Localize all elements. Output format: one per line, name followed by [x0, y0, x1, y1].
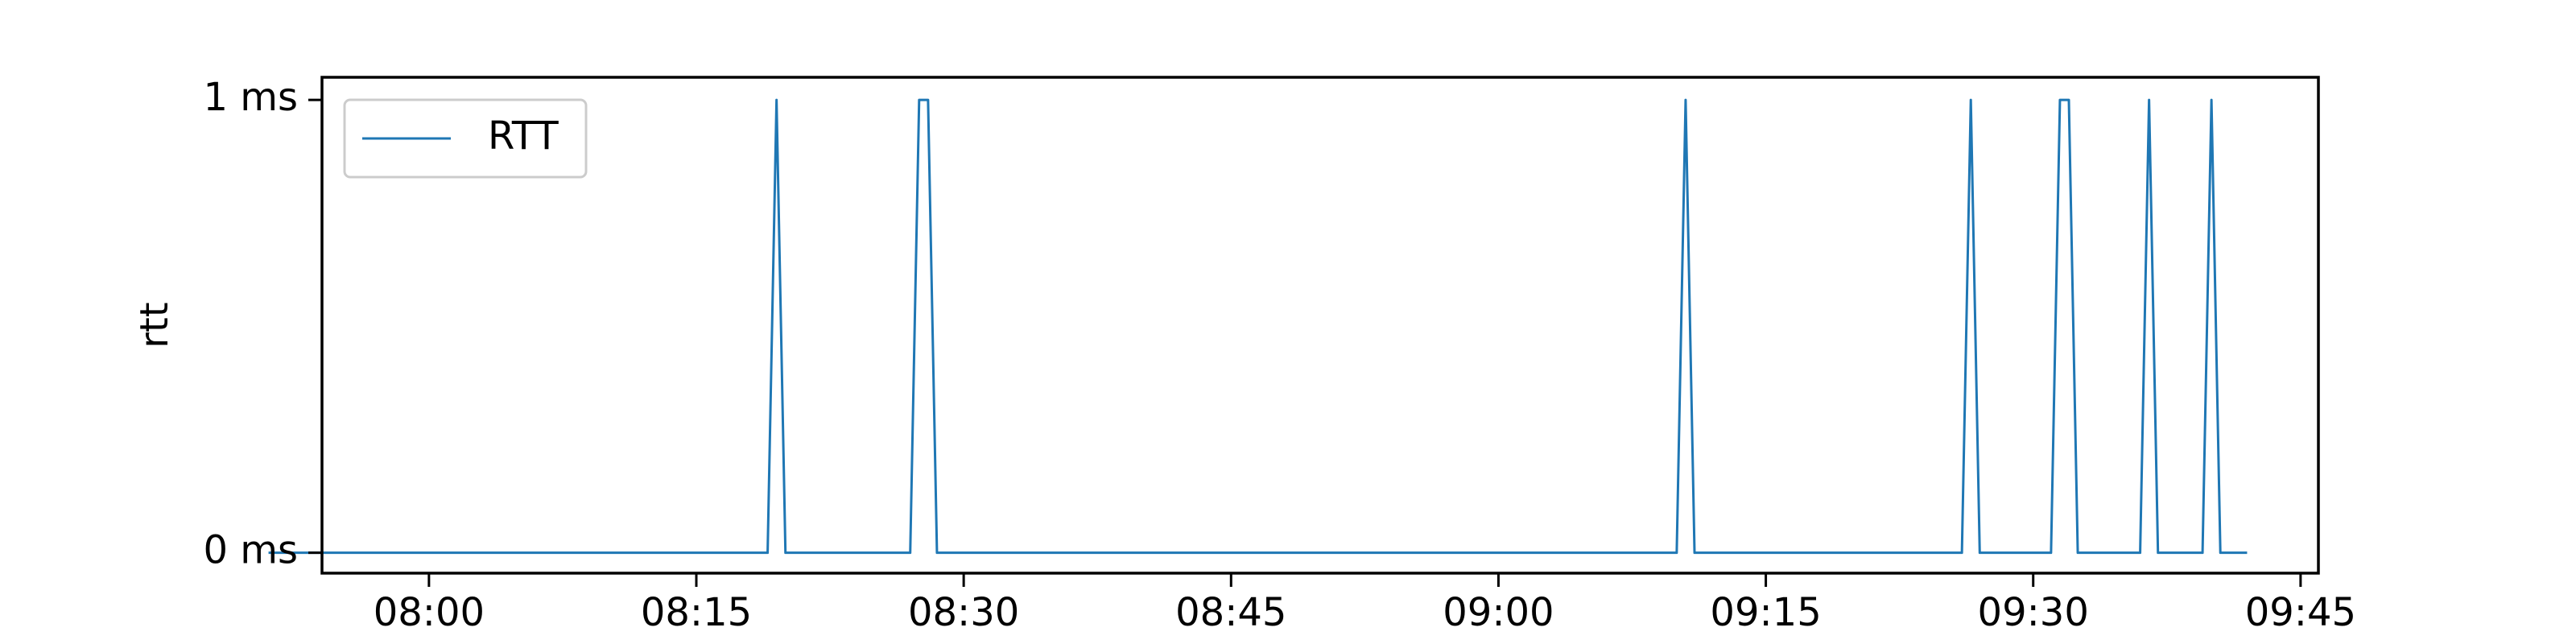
y-tick-label: 1 ms [203, 75, 298, 120]
y-axis: 0 ms 1 ms [203, 75, 322, 573]
series-layer [268, 98, 2248, 555]
y-tick-label: 0 ms [203, 528, 298, 573]
x-tick-label: 09:30 [1978, 590, 2089, 635]
x-tick-label: 09:00 [1443, 590, 1554, 635]
legend-frame [343, 98, 588, 179]
x-tick-label: 08:30 [908, 590, 1019, 635]
y-axis-title: rtt [132, 302, 177, 348]
x-tick-label: 08:45 [1175, 590, 1286, 635]
legend: RTT [343, 98, 588, 179]
x-tick-label: 08:00 [374, 590, 485, 635]
series-line-rtt [268, 98, 2248, 555]
x-axis: 08:00 08:15 08:30 08:45 09:00 09:15 09:30 09:45 [374, 573, 2356, 635]
plot-frame [320, 76, 2320, 575]
x-tick-label: 09:15 [1710, 590, 1821, 635]
x-tick-label: 09:45 [2245, 590, 2356, 635]
legend-label: RTT [488, 114, 559, 159]
x-tick-label: 08:15 [641, 590, 752, 635]
